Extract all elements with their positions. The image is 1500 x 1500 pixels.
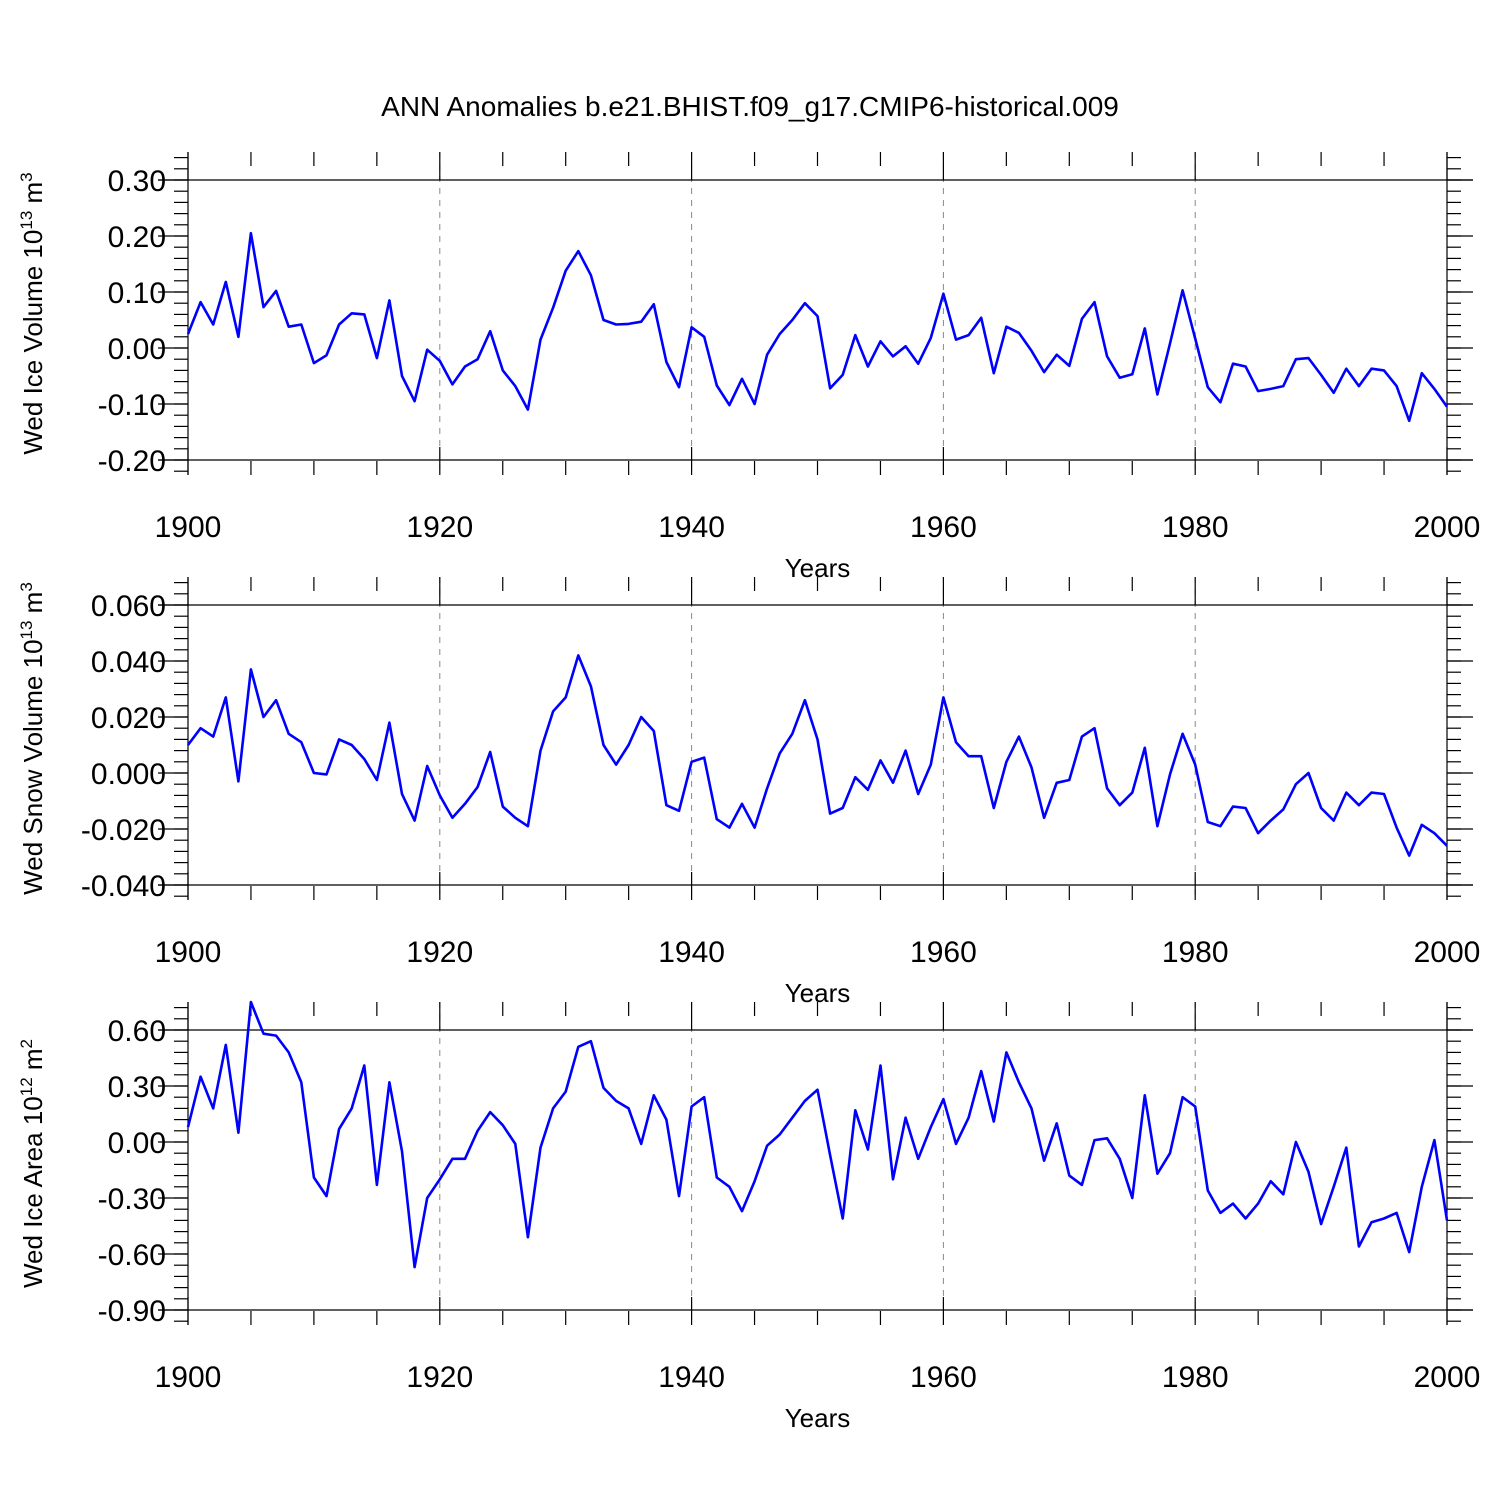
y-axis-title: Wed Ice Volume 1013 m3 [17,172,48,454]
y-axis-title-main: Wed Ice Volume 10 [18,230,48,455]
y-tick-label: 0.10 [108,277,166,310]
series-line [186,654,1448,857]
y-tick-label: -0.040 [81,870,166,903]
x-tick-label: 1980 [1162,511,1229,544]
y-axis-title-unit-exponent: 3 [17,172,36,181]
x-tick-label: 2000 [1414,936,1481,969]
y-axis-title-exponent: 13 [17,211,36,230]
y-axis-title-exponent: 13 [17,621,36,640]
y-tick-label: 0.000 [91,758,166,791]
series-line [186,231,1449,423]
x-tick-label: 1940 [658,1361,725,1394]
y-axis-title-exponent: 12 [17,1077,36,1096]
x-tick-label: 1920 [406,511,473,544]
x-tick-label: 1900 [155,1361,222,1394]
y-axis-title: Wed Snow Volume 1013 m3 [17,582,48,895]
x-tick-label: 1940 [658,936,725,969]
chart-panel-1: -0.20 -0.10 0.00 0.10 0.20 0.30 1900 1920 1940 19… [17,152,1480,583]
series-line [186,1000,1449,1269]
x-tick-label: 1960 [910,1361,977,1394]
y-tick-label: 0.00 [108,333,166,366]
x-tick-label: 1900 [155,511,222,544]
x-tick-label: 1920 [406,936,473,969]
x-tick-label: 1980 [1162,936,1229,969]
y-tick-label: 0.20 [108,221,166,254]
panels: -0.20 -0.10 0.00 0.10 0.20 0.30 1900 1920 1940 19… [17,152,1480,1433]
x-tick-label: 1900 [155,936,222,969]
y-tick-label: 0.040 [91,646,166,679]
y-tick-label: -0.020 [81,814,166,847]
y-tick-label: -0.10 [98,389,166,422]
x-tick-label: 1980 [1162,1361,1229,1394]
chart-panel-3: -0.90 -0.60 -0.30 0.00 0.30 0.60 1900 1920 1940 1… [17,1000,1481,1433]
y-axis-title-main: Wed Snow Volume 10 [18,639,48,894]
y-tick-label: 0.020 [91,702,166,735]
y-tick-label: -0.20 [98,445,166,478]
y-tick-label: -0.60 [98,1239,166,1272]
y-tick-label: 0.30 [108,1071,166,1104]
y-axis-title-unit: m [18,182,48,211]
x-tick-label: 1960 [910,936,977,969]
y-axis-title-unit: m [18,592,48,621]
y-axis-title-unit-exponent: 2 [17,1039,36,1048]
y-tick-label: 0.30 [108,165,166,198]
y-axis-title-unit: m [18,1048,48,1077]
chart-panel-2: -0.040 -0.020 0.000 0.020 0.040 0.060 1900 1920… [17,577,1480,1008]
x-tick-label: 1960 [910,511,977,544]
y-axis-title-unit-exponent: 3 [17,582,36,591]
x-tick-label: 1940 [658,511,725,544]
figure-title: ANN Anomalies b.e21.BHIST.f09_g17.CMIP6-… [381,91,1119,122]
x-tick-label: 2000 [1414,1361,1481,1394]
y-axis-title-main: Wed Ice Area 10 [18,1096,48,1288]
y-tick-label: 0.060 [91,590,166,623]
x-axis-title: Years [785,1403,851,1433]
y-tick-label: -0.30 [98,1183,166,1216]
y-tick-label: -0.90 [98,1295,166,1328]
x-tick-label: 2000 [1414,511,1481,544]
y-axis-title: Wed Ice Area 1012 m2 [17,1039,48,1288]
y-tick-label: 0.60 [108,1015,166,1048]
y-tick-label: 0.00 [108,1127,166,1160]
x-tick-label: 1920 [406,1361,473,1394]
